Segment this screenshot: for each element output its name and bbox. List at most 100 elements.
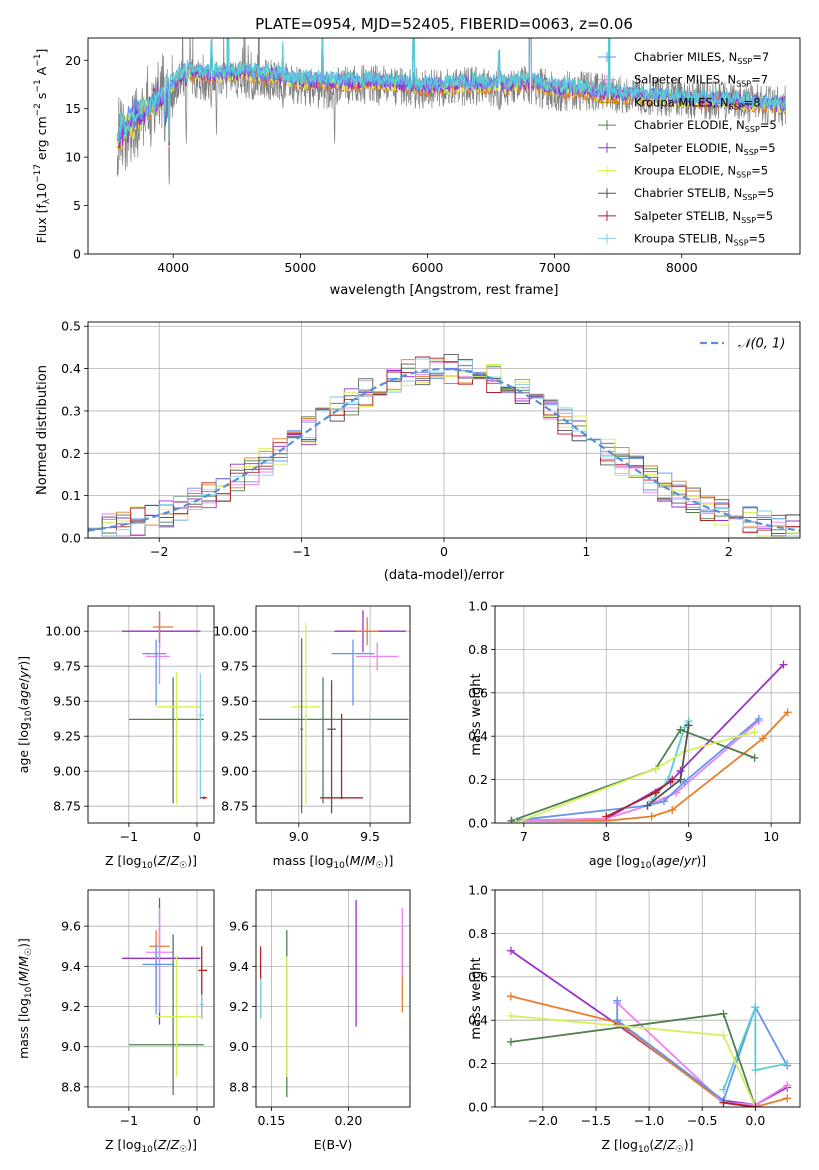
y-tick-label: 9.00 <box>221 764 249 779</box>
y-tick-label: 8.8 <box>229 1079 249 1094</box>
y-tick-label: 9.75 <box>221 659 249 674</box>
legend-model-name: Kroupa STELIB <box>634 232 718 246</box>
weight-series-line <box>515 731 755 823</box>
weight-series <box>511 727 759 823</box>
weight-point-marker <box>751 1003 760 1012</box>
y-tick-label: 0.2 <box>468 1056 488 1071</box>
legend-nssp: 7 <box>761 73 768 87</box>
errorbar-point <box>145 908 174 1013</box>
mass-vs-ebv-frame <box>255 889 411 1108</box>
legend-model-name: Salpeter ELODIE <box>634 141 728 155</box>
weight-series <box>506 1009 760 1107</box>
weight-series <box>719 1098 760 1107</box>
weight-point-marker <box>783 1081 792 1090</box>
y-tick-label: 0 <box>73 247 81 262</box>
x-tick-label: −1 <box>120 1113 138 1128</box>
errorbar-point <box>331 639 375 706</box>
weight-series-line <box>616 1002 788 1106</box>
y-tick-label: 9.25 <box>53 729 81 744</box>
x-tick-label: 8000 <box>666 260 698 275</box>
weight-point-marker <box>647 812 656 821</box>
residuals-y-axis-label: Normed distribution <box>35 365 50 495</box>
y-tick-label: 9.0 <box>229 1039 249 1054</box>
errorbar-point <box>199 994 204 1019</box>
weight-vs-age-y-axis-label: mass weight <box>469 673 484 755</box>
legend-model-name: Kroupa ELODIE <box>634 164 720 178</box>
errorbar-point <box>156 671 201 805</box>
weight-point-marker <box>507 816 516 823</box>
y-tick-label: 8.75 <box>53 799 81 814</box>
legend-model-name: Chabrier MILES <box>634 50 721 64</box>
weight-series-line <box>722 1006 788 1090</box>
x-tick-label: 7000 <box>539 260 571 275</box>
weight-vs-Z-x-axis-label: Z [log10(Z/Z☉)] <box>601 1137 693 1155</box>
weight-series-line <box>511 728 756 822</box>
weight-point-marker <box>783 708 792 717</box>
y-tick-label: 10.00 <box>45 624 81 639</box>
mass-vs-Z-frame <box>87 889 215 1108</box>
errorbar-point <box>122 611 201 648</box>
age-vs-mass-axes: 9.0 9.5 8.75 9.00 9.25 9.50 9.75 10.00 <box>213 606 410 844</box>
weight-series-line <box>510 1015 757 1107</box>
mass-vs-ebv-x-axis-label: E(B-V) <box>314 1137 353 1152</box>
errorbar-point <box>142 944 174 1015</box>
errorbar-point <box>145 642 170 685</box>
x-tick-label: 0.0 <box>745 1113 765 1128</box>
weight-series <box>719 1003 792 1094</box>
weight-point-marker <box>676 766 685 775</box>
y-tick-label: 1.0 <box>468 599 488 614</box>
mass-vs-Z-axes: −1 0 8.8 9.0 9.2 9.4 9.6 <box>61 890 214 1128</box>
x-tick-label: 0 <box>193 1113 201 1128</box>
weight-series <box>602 775 677 821</box>
y-tick-label: 9.0 <box>61 1039 81 1054</box>
x-tick-label: 9 <box>685 829 693 844</box>
x-tick-label: 10 <box>763 829 779 844</box>
weight-point-marker <box>684 721 693 730</box>
x-tick-label: 5000 <box>284 260 316 275</box>
spectrum-y-axis-label: Flux [fλ10−17 erg cm−2 s−1 A−1] <box>33 49 52 244</box>
weight-point-marker <box>643 801 652 810</box>
errorbar-point <box>258 677 409 804</box>
legend-model-name: Chabrier STELIB <box>634 186 726 200</box>
weight-point-marker <box>676 775 685 784</box>
y-tick-label: 0.2 <box>61 446 81 461</box>
legend-label: Kroupa ELODIE, NSSP=5 <box>634 164 768 180</box>
weight-point-marker <box>651 764 660 773</box>
errorbar-point <box>300 638 304 814</box>
y-tick-label: 0.5 <box>61 319 81 334</box>
errorbar-point <box>198 946 208 1019</box>
age-vs-mass-frame <box>255 605 411 824</box>
legend-model-name: Chabrier ELODIE <box>634 118 729 132</box>
x-tick-label: −2 <box>150 544 168 559</box>
weight-point-marker <box>676 725 685 734</box>
weight-series-line <box>723 1101 756 1107</box>
y-tick-label: 0.4 <box>61 361 81 376</box>
x-tick-label: 0.20 <box>334 1113 362 1128</box>
y-tick-label: 20 <box>65 53 81 68</box>
legend-label: Salpeter ELODIE, NSSP=5 <box>634 141 776 157</box>
age-vs-Z-axes: −1 0 8.75 9.00 9.25 9.50 9.75 10.00 <box>45 606 214 844</box>
weight-point-marker <box>613 1016 622 1025</box>
weight-point-marker <box>680 777 689 786</box>
y-tick-label: 0.3 <box>61 403 81 418</box>
legend-label: 𝒩(0, 1) <box>738 337 785 352</box>
y-tick-label: 9.75 <box>53 659 81 674</box>
y-tick-label: 10 <box>65 150 81 165</box>
y-tick-label: 0.4 <box>468 729 488 744</box>
residuals-frame <box>87 321 801 539</box>
y-tick-label: 8.8 <box>61 1079 81 1094</box>
x-tick-label: −1.5 <box>581 1113 611 1128</box>
legend-model-name: Salpeter MILES <box>634 73 720 87</box>
y-tick-label: 0.6 <box>468 969 488 984</box>
legend-nssp: 5 <box>766 209 773 223</box>
y-tick-label: 0.4 <box>468 1013 488 1028</box>
mass-vs-Z-x-axis-label: Z [log10(Z/Z☉)] <box>105 1137 197 1155</box>
weight-point-marker <box>754 714 763 723</box>
y-tick-label: 0.0 <box>468 1100 488 1115</box>
x-tick-label: 9.5 <box>360 829 380 844</box>
errorbar-point <box>128 677 204 804</box>
errorbar-point <box>156 956 201 1077</box>
legend-nssp: 5 <box>769 118 776 132</box>
x-tick-label: −1.0 <box>634 1113 664 1128</box>
